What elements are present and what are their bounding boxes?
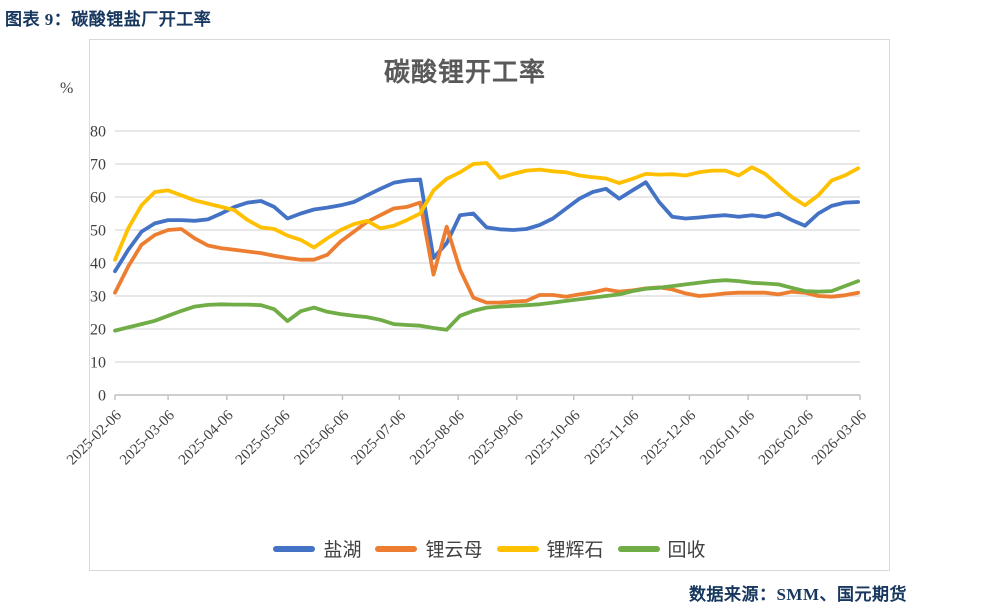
legend-swatch bbox=[496, 545, 539, 552]
y-axis-unit-label: % bbox=[60, 80, 74, 97]
legend-label: 锂辉石 bbox=[546, 540, 604, 561]
legend-swatch bbox=[617, 545, 660, 552]
legend-item: 盐湖 bbox=[273, 535, 361, 562]
legend-label: 盐湖 bbox=[323, 540, 362, 561]
chart-legend: 盐湖 锂云母 锂辉石 回收 bbox=[89, 535, 890, 562]
legend-swatch bbox=[375, 545, 418, 552]
legend-swatch bbox=[273, 545, 316, 552]
legend-label: 回收 bbox=[667, 540, 706, 561]
legend-item: 回收 bbox=[617, 535, 706, 562]
chart-title: 碳酸锂开工率 bbox=[383, 58, 546, 87]
data-source-note: 数据来源：SMM、国元期货 bbox=[688, 585, 907, 604]
chart-frame bbox=[89, 39, 890, 571]
legend-item: 锂辉石 bbox=[496, 535, 604, 562]
legend-item: 锂云母 bbox=[375, 535, 483, 562]
legend-label: 锂云母 bbox=[425, 540, 483, 561]
figure-caption: 图表 9：碳酸锂盐厂开工率 bbox=[5, 10, 212, 29]
